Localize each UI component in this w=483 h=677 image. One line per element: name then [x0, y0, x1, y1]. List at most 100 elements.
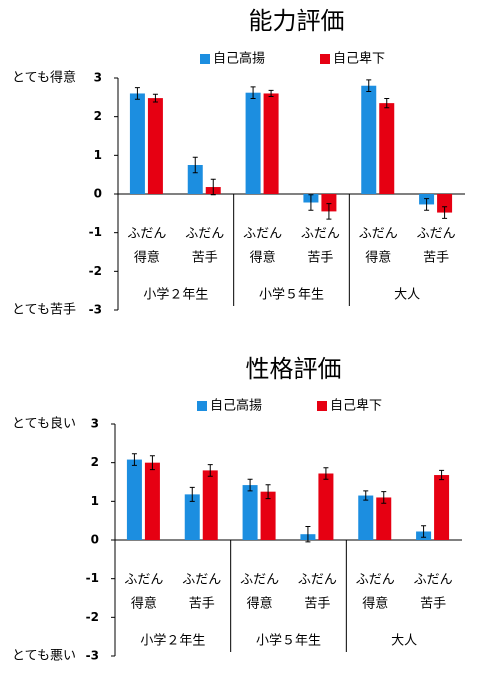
y-tick-label: -2	[86, 610, 99, 624]
category-label: ふだん	[356, 573, 395, 588]
y-label-bottom: とても苦手	[12, 302, 76, 318]
legend-swatch	[317, 401, 327, 411]
legend-label: 自己高揚	[213, 51, 265, 67]
y-tick-label: 2	[94, 109, 102, 123]
group-label: 小学２年生	[143, 287, 208, 303]
y-label-top: とても良い	[12, 416, 76, 432]
chart-title: 性格評価	[246, 355, 342, 383]
error-bar	[247, 478, 253, 492]
bar	[129, 93, 145, 194]
category-label: 苦手	[192, 250, 218, 266]
y-label-bottom: とても悪い	[12, 649, 76, 664]
y-tick-label: 3	[94, 71, 102, 85]
error-bar	[134, 87, 140, 100]
y-tick-label: -2	[89, 264, 102, 278]
bar	[358, 495, 374, 540]
legend-swatch	[200, 54, 210, 64]
error-bar	[265, 484, 271, 500]
category-label: ふだん	[185, 227, 224, 242]
y-tick-label: 1	[91, 494, 99, 508]
group-label: 大人	[391, 634, 417, 649]
error-bar	[366, 79, 372, 93]
y-tick-label: -3	[86, 649, 99, 663]
y-tick-label: 0	[94, 187, 102, 201]
error-bar	[268, 89, 274, 98]
error-bar	[384, 97, 390, 109]
error-bar	[326, 203, 332, 220]
category-label: ふだん	[127, 227, 166, 242]
error-bar	[442, 206, 448, 219]
bar	[202, 470, 218, 540]
category-label: 苦手	[304, 596, 330, 612]
error-bar	[381, 491, 387, 504]
category-label: 得意	[362, 596, 388, 612]
error-bar	[308, 194, 314, 211]
category-label: ふだん	[240, 573, 279, 588]
bar	[187, 165, 203, 194]
category-label: ふだん	[417, 227, 456, 242]
group-label: 小学５年生	[259, 287, 324, 303]
bar	[437, 194, 453, 213]
group-label: 小学２年生	[140, 633, 205, 649]
error-bar	[421, 525, 427, 538]
group-label: 大人	[394, 288, 420, 303]
error-bar	[149, 455, 155, 471]
bar	[260, 491, 276, 540]
category-label: ふだん	[124, 573, 163, 588]
legend-label: 自己高揚	[210, 398, 262, 414]
category-label: ふだん	[414, 573, 453, 588]
category-label: ふだん	[359, 227, 398, 242]
legend-swatch	[197, 401, 207, 411]
y-tick-label: 1	[94, 148, 102, 162]
error-bar	[250, 86, 256, 99]
y-tick-label: 3	[91, 417, 99, 431]
error-bar	[323, 467, 329, 480]
bar	[242, 485, 258, 540]
error-bar	[305, 525, 311, 543]
category-label: 得意	[247, 596, 273, 612]
category-label: 苦手	[189, 596, 215, 612]
category-label: ふだん	[182, 573, 221, 588]
bar	[144, 462, 160, 540]
y-tick-label: -3	[89, 303, 102, 317]
bar	[126, 459, 142, 540]
error-bar	[189, 486, 195, 502]
error-bar	[424, 198, 430, 211]
bar	[318, 473, 334, 540]
category-label: 苦手	[307, 250, 333, 266]
category-label: 得意	[134, 250, 160, 266]
error-bar	[439, 469, 445, 481]
y-label-top: とても得意	[12, 70, 76, 86]
category-label: ふだん	[243, 227, 282, 242]
bar	[263, 93, 279, 194]
error-bar	[131, 453, 137, 466]
category-label: 苦手	[420, 596, 446, 612]
bar	[147, 98, 163, 194]
y-tick-label: 0	[91, 533, 99, 547]
category-label: 得意	[131, 596, 157, 612]
error-bar	[207, 464, 213, 477]
y-tick-label: -1	[89, 225, 102, 239]
y-tick-label: 2	[91, 455, 99, 469]
legend-swatch	[320, 54, 330, 64]
bar	[361, 85, 377, 194]
bar	[379, 103, 395, 194]
bar	[434, 475, 450, 540]
category-label: ふだん	[298, 573, 337, 588]
bar	[184, 494, 200, 540]
bar	[321, 194, 337, 212]
chart-title: 能力評価	[249, 7, 345, 35]
bar	[376, 497, 392, 540]
category-label: 苦手	[423, 250, 449, 266]
error-bar	[363, 490, 369, 501]
category-label: 得意	[250, 250, 276, 266]
bar	[245, 92, 261, 194]
error-bar	[192, 156, 198, 174]
y-tick-label: -1	[86, 571, 99, 585]
legend-label: 自己卑下	[333, 51, 385, 67]
error-bar	[210, 178, 216, 196]
category-label: 得意	[365, 250, 391, 266]
category-label: ふだん	[301, 227, 340, 242]
legend-label: 自己卑下	[330, 398, 382, 414]
